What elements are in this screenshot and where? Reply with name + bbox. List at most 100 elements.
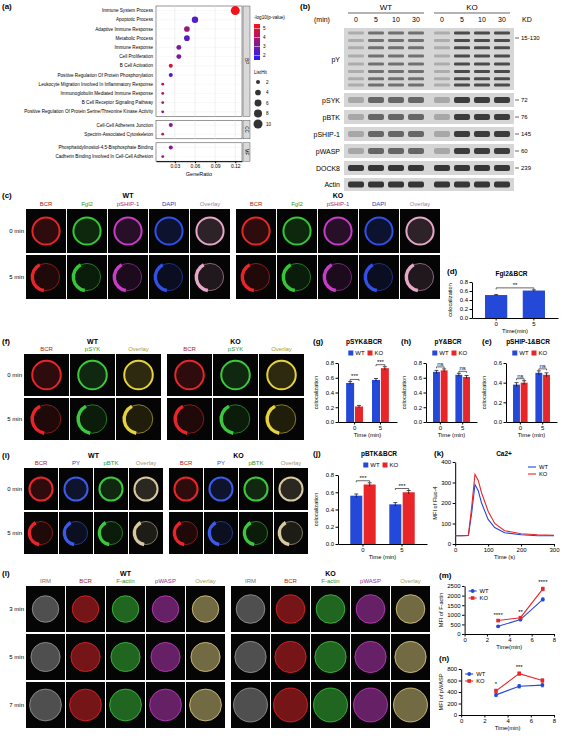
tick-label: 200 [441,500,452,506]
micrograph [271,634,310,680]
grid-line [156,102,242,103]
micrograph [359,255,399,299]
panel-background [156,120,242,138]
group-underline [434,13,510,14]
tick-mark [336,475,339,476]
blot-band [494,131,510,137]
tick: 400 [447,689,461,695]
tick: 0.06 [191,161,201,169]
tick-mark [336,527,339,528]
error-cap [434,370,438,371]
micrograph [149,255,189,299]
channel-label: IRM [40,578,51,584]
cell-cap [122,405,136,435]
blot-band [408,84,424,87]
blot-band [454,84,470,87]
tick: 0.09 [211,161,221,169]
axis: 0.00.20.40.60.8 [460,279,473,321]
dot [169,123,173,127]
row-label: 5 min [9,654,24,660]
micrograph-background [311,682,350,728]
time-label: 30 [412,16,420,23]
blot-band [454,31,470,34]
blot-band [434,62,450,65]
cell-cap [364,263,378,292]
axis-line [339,422,398,423]
tick-mark [470,282,473,283]
tick-label: 4 [508,637,512,643]
tick-label: 0 [439,425,443,431]
tick: 5 [461,422,465,431]
bar [403,492,415,544]
blot-band [454,148,470,154]
tick: 0 [361,544,365,553]
tick-mark [504,383,507,384]
micrograph-background [66,586,105,632]
cell-signal [395,641,426,672]
tick-label: 0.8 [414,360,423,366]
dot [169,73,173,77]
tick-label: 500 [451,622,462,628]
error-bar [348,381,352,384]
panel-letter: (m) [439,571,452,580]
cell-signal [283,217,310,244]
panel-letter: (j) [313,449,321,458]
blot-band [474,165,490,171]
micrograph-background [167,354,212,396]
line-chart: 0500100015002000250002468MFI of F-actinT… [438,579,557,650]
error-bar [354,494,358,497]
micrograph [59,512,93,554]
panel-letter: (n) [439,654,450,663]
tick: 0.12 [231,161,241,169]
axis-title: Time (min) [438,432,466,438]
blot-band [454,131,470,137]
error-line [436,370,437,373]
error-bar [357,405,361,407]
group-label: KO [333,192,344,199]
micrograph-panel: WTBCRFgl2pSHIP-1DAPIOverlayKOBCRFgl2pSHI… [9,192,440,299]
tick: 0.8 [460,279,472,285]
micrograph [231,586,270,632]
cell-cap [243,521,255,546]
tick-label: 0 [519,425,523,431]
channel-label: Overlay [136,460,157,466]
cell-signal [315,641,346,672]
tick: 0.8 [326,360,338,366]
tick: 0.4 [414,390,426,396]
micrograph [116,354,161,396]
micrograph-background [129,512,163,554]
panel-letter: (f) [2,337,10,346]
dot [161,83,164,86]
blot-membrane [344,28,514,90]
tick-mark [462,605,465,606]
error-bar [514,383,518,387]
channel-label: F-actin [321,578,339,584]
tick: 0 [460,715,464,724]
significance: *** [399,483,407,489]
micrograph [274,468,308,510]
significance: *** [351,373,359,379]
error-bar [497,620,500,622]
tick-mark [459,669,462,670]
micrograph [271,586,310,632]
legend-marker [467,679,471,683]
marker [541,587,545,591]
grid-line [156,134,242,135]
tick: 0.0 [494,419,506,425]
legend-swatch [532,351,537,356]
legend-swatch [512,351,517,356]
tick-mark [424,363,427,364]
blot-band [408,97,424,103]
channel-label: DAPI [162,201,176,207]
legend-label: 2 [266,80,269,85]
blot-band [408,39,424,42]
tick-mark [424,407,427,408]
panel-letter: (a) [2,2,12,11]
error-bar [541,598,544,601]
panel-letter: (c) [2,191,12,200]
axis-title: MFI of pWASP [438,673,444,710]
micrograph-background [271,634,310,680]
tick-mark [521,544,522,547]
tick: 0 [353,422,357,431]
tick-mark [453,483,456,484]
